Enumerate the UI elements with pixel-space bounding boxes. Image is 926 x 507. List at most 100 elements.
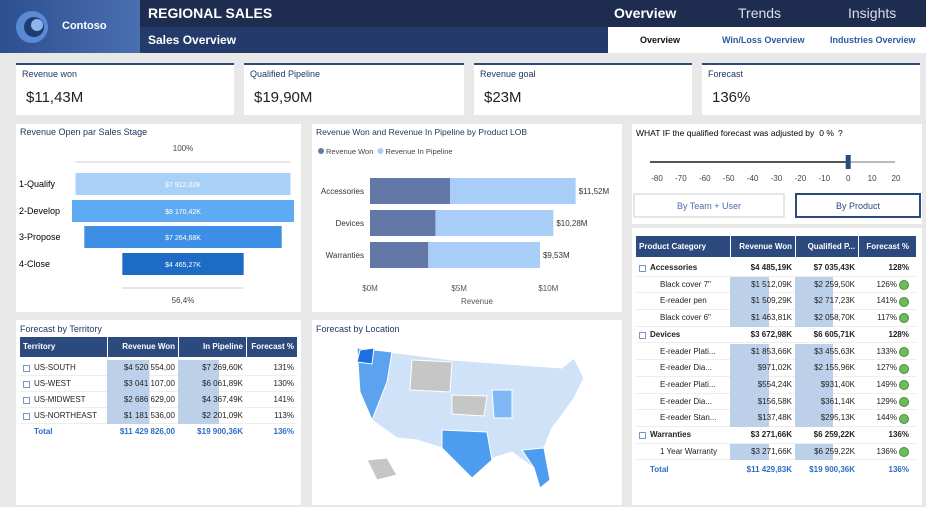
- legend-swatch: [377, 148, 384, 154]
- map-region: [451, 394, 488, 417]
- table-cell: $971,02K: [730, 360, 795, 377]
- kpi-card: Revenue goal $23M: [474, 63, 692, 115]
- table-cell: $554,24K: [730, 376, 795, 394]
- table-cell: $1 181 536,00: [107, 408, 178, 424]
- bar-segment: [370, 210, 436, 236]
- button-label[interactable]: By Team + User: [677, 201, 741, 211]
- table-cell: $4 367,49K: [178, 392, 246, 408]
- title: REGIONAL SALES: [148, 5, 273, 21]
- table-cell: 113%: [274, 411, 294, 420]
- table-cell: 133%: [876, 346, 897, 356]
- table-cell: $4 520 554,00: [107, 360, 178, 376]
- kpi-label: Forecast: [708, 69, 744, 79]
- slider-tick: -50: [723, 174, 735, 183]
- table-row: US-WEST $3 041 107,00 $6 061,89K 130%: [20, 376, 297, 392]
- slider-thumb[interactable]: [845, 155, 851, 169]
- total-row: Total $11 429,83K $19 900,36K 136%: [636, 462, 916, 479]
- column-header[interactable]: Territory: [23, 342, 56, 351]
- expander[interactable]: [639, 431, 646, 439]
- logo-text: Contoso: [62, 20, 107, 32]
- table-cell: Warranties: [650, 430, 692, 439]
- subtab[interactable]: Overview: [640, 35, 681, 45]
- what-if-prompt: WHAT IF the qualified forecast was adjus…: [636, 128, 815, 138]
- table-cell: 128%: [888, 263, 909, 272]
- subtab[interactable]: Win/Loss Overview: [722, 35, 805, 45]
- table-cell: 144%: [876, 413, 897, 423]
- table-cell: 129%: [876, 396, 897, 406]
- table-cell: $7 035,43K: [813, 263, 855, 272]
- slider-tick: 0: [846, 174, 851, 183]
- table-cell: $1 463,81K: [730, 310, 795, 327]
- status-dot: [899, 313, 909, 324]
- value-label: $8 170,42K: [165, 209, 201, 216]
- table-cell: $3 672,98K: [750, 329, 792, 339]
- table-cell: $2 058,70K: [795, 310, 858, 327]
- status-dot: [899, 363, 909, 374]
- expander[interactable]: [23, 364, 30, 372]
- table-row: E-reader Dia... $971,02K $2 155,96K 127%: [636, 360, 916, 377]
- button-label[interactable]: By Product: [836, 201, 881, 211]
- bar-segment: [428, 242, 540, 268]
- stage-label: 2-Develop: [19, 206, 60, 216]
- column-header[interactable]: In Pipeline: [178, 337, 246, 357]
- column-header[interactable]: Product Category: [639, 242, 707, 251]
- table-cell: 117%: [877, 313, 897, 323]
- map-region: [356, 347, 375, 365]
- map-region: [521, 447, 551, 489]
- expander[interactable]: [639, 264, 646, 272]
- table-cell: $3 041 107,00: [107, 376, 178, 392]
- table-row: US-SOUTH $4 520 554,00 $7 269,60K 131%: [20, 360, 297, 376]
- table-cell: $1 853,66K: [730, 343, 795, 361]
- x-tick-label: $0M: [362, 284, 378, 293]
- subtitle: Sales Overview: [148, 33, 237, 47]
- status-dot: [899, 396, 909, 407]
- column-header[interactable]: Qualified P...: [795, 236, 858, 257]
- table-cell: Black cover 6": [660, 313, 711, 323]
- territory-table: Territory Revenue Won In Pipeline Forecast …: [20, 337, 297, 457]
- toggle-button[interactable]: [633, 193, 785, 218]
- product-card: Product Category Revenue Won Qualified P..…: [632, 228, 922, 505]
- total-row: Total $11 429 826,00 $19 900,36K 136%: [20, 424, 297, 440]
- legend-label: Revenue In Pipeline: [385, 147, 452, 156]
- map-region: [441, 429, 493, 479]
- tab[interactable]: Insights: [848, 5, 897, 21]
- subtab[interactable]: Industries Overview: [830, 35, 916, 45]
- table-cell: $6 605,71K: [813, 329, 855, 339]
- total-cell: $19 900,36K: [197, 427, 243, 436]
- slider-tick: -10: [819, 174, 831, 183]
- expander[interactable]: [639, 331, 646, 339]
- card-title: Forecast by Location: [316, 324, 400, 334]
- column-header[interactable]: Forecast %: [246, 337, 297, 357]
- table-row: US-NORTHEAST $1 181 536,00 $2 201,09K 113%: [20, 408, 297, 424]
- table-row: Devices $3 672,98K $6 605,71K 128%: [636, 327, 916, 344]
- what-if-suffix: ?: [838, 128, 843, 138]
- total-label: $11,52M: [579, 187, 610, 196]
- column-header[interactable]: Revenue Won: [107, 337, 178, 357]
- title-bar: REGIONAL SALES Overview Trends Insights: [140, 0, 926, 27]
- expander[interactable]: [23, 380, 30, 388]
- table-cell: US-MIDWEST: [34, 395, 86, 404]
- tab[interactable]: Overview: [614, 5, 677, 21]
- kpi-label: Qualified Pipeline: [250, 69, 321, 79]
- kpi-value: $11,43M: [26, 89, 84, 106]
- expander[interactable]: [23, 396, 30, 404]
- map-region: [366, 457, 398, 481]
- tab[interactable]: Trends: [738, 5, 782, 21]
- kpi-value: $23M: [484, 89, 522, 106]
- status-dot: [899, 447, 909, 458]
- funnel-bar: [72, 200, 294, 222]
- column-header[interactable]: Revenue Won: [730, 236, 795, 257]
- product-table: Product Category Revenue Won Qualified P..…: [636, 236, 916, 496]
- bar-segment: [370, 242, 429, 268]
- table-row: US-MIDWEST $2 686 629,00 $4 367,49K 141%: [20, 392, 297, 408]
- subtab-bar: Overview Win/Loss Overview Industries Ov…: [608, 27, 926, 53]
- toggle-button[interactable]: [795, 193, 921, 218]
- what-if-panel: WHAT IF the qualified forecast was adjus…: [632, 124, 922, 224]
- table-cell: E-reader pen: [660, 296, 707, 306]
- column-header[interactable]: Forecast %: [858, 236, 912, 257]
- funnel-top-label: 100%: [173, 144, 193, 153]
- expander[interactable]: [23, 412, 30, 420]
- total-cell: Total: [34, 427, 53, 436]
- table-cell: 1 Year Warranty: [660, 446, 718, 456]
